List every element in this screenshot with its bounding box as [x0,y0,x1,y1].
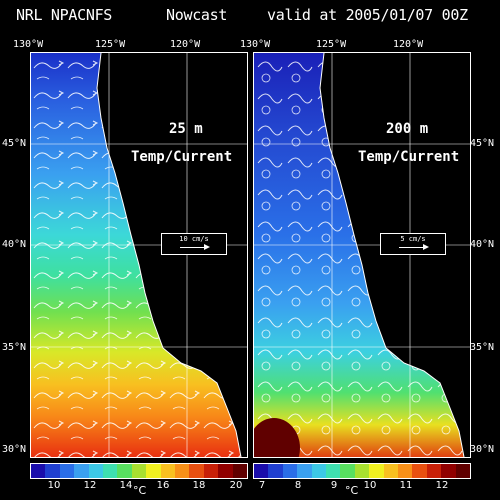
colorbar-swatch [131,464,147,478]
colorbar-swatch [160,464,176,478]
depth-label-25m: 25 m [169,121,203,137]
forecast-type: Nowcast [166,6,228,24]
colorbar-tick-left-2: 14 [119,480,133,491]
lon-label-120w-right: 120°W [393,39,424,50]
colorbar-unit-left: °C [133,484,147,497]
temperature-map-200m [254,53,470,457]
lon-label-125w-left: 125°W [95,39,126,50]
map-panel-200m: 200 m Temp/Current 5 cm/s [253,52,471,458]
colorbar-tick-right-5: 12 [435,480,449,491]
colorbar-swatch [88,464,104,478]
lat-label-45n-left: 45°N [2,138,27,149]
coastline-200m [319,53,465,457]
colorbar-tick-left-4: 18 [192,480,206,491]
lon-label-130w-right: 130°W [240,39,271,50]
coastline-25m [96,53,242,457]
colorbar-swatch [45,464,60,478]
lat-label-35n-right: 35°N [470,342,495,353]
colorbar-swatch [369,464,384,478]
temperature-map-25m [31,53,247,457]
colorbar-swatch [117,464,132,478]
colorbar-200m [253,463,471,479]
reference-arrow-head-left [204,244,210,250]
reference-arrow-shaft-right [399,247,425,248]
lat-label-35n-left: 35°N [2,342,27,353]
colorbar-swatch [297,464,312,478]
colorbar-swatch [218,464,233,478]
colorbar-unit-right: °C [345,484,359,497]
colorbar-tick-right-2: 9 [330,480,338,491]
colorbar-25m [30,463,248,479]
reference-vector-box-left: 10 cm/s [161,233,227,255]
colorbar-swatch [282,464,298,478]
colorbar-swatch [189,464,204,478]
colorbar-swatch [74,464,89,478]
reference-vector-label-right: 5 cm/s [400,235,426,243]
lon-label-130w-left: 130°W [13,39,44,50]
colorbar-swatch [175,464,190,478]
colorbar-swatch [203,464,219,478]
colorbar-tick-right-4: 11 [399,480,413,491]
colorbar-swatch [455,464,471,478]
reference-vector-box-right: 5 cm/s [380,233,446,255]
reference-arrow-head-right [423,244,429,250]
colorbar-tick-right-1: 8 [294,480,302,491]
lat-label-45n-right: 45°N [470,138,495,149]
colorbar-swatch [412,464,427,478]
colorbar-swatch [441,464,456,478]
lat-label-40n-right: 40°N [470,239,495,250]
reference-vector-label-left: 10 cm/s [179,235,209,243]
colorbar-swatch [326,464,341,478]
colorbar-swatch [398,464,413,478]
map-panel-25m: 25 m Temp/Current 10 cm/s [30,52,248,458]
colorbar-swatch [59,464,75,478]
depth-label-200m: 200 m [386,121,429,137]
colorbar-swatch [254,464,269,478]
lat-label-40n-left: 40°N [2,239,27,250]
colorbar-swatch [354,464,370,478]
variable-label-right: Temp/Current [358,149,460,165]
lon-label-120w-left: 120°W [170,39,201,50]
colorbar-swatch [146,464,161,478]
colorbar-tick-left-1: 12 [83,480,97,491]
model-name: NRL NPACNFS [16,6,113,24]
lon-label-125w-right: 125°W [316,39,347,50]
colorbar-swatch [31,464,46,478]
colorbar-tick-left-0: 10 [47,480,61,491]
colorbar-tick-left-3: 16 [156,480,170,491]
colorbar-tick-left-5: 20 [229,480,243,491]
lat-label-30n-right: 30°N [470,444,495,455]
colorbar-swatch [426,464,442,478]
valid-time: valid at 2005/01/07 00Z [267,6,468,24]
colorbar-swatch [103,464,118,478]
reference-arrow-shaft-left [180,247,206,248]
land-mask-200m [320,53,470,457]
colorbar-swatch [340,464,355,478]
lat-label-30n-left: 30°N [2,444,27,455]
colorbar-tick-right-3: 10 [363,480,377,491]
colorbar-swatch [268,464,283,478]
land-mask-25m [97,53,247,457]
colorbar-tick-right-0: 7 [258,480,266,491]
colorbar-swatch [232,464,248,478]
variable-label-left: Temp/Current [131,149,233,165]
colorbar-swatch [383,464,399,478]
colorbar-swatch [311,464,327,478]
